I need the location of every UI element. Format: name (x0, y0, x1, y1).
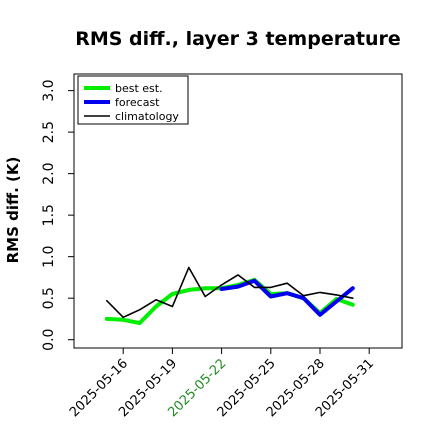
y-tick-label: 3.0 (41, 79, 57, 101)
y-tick-label: 2.0 (41, 162, 57, 184)
y-tick-label: 2.5 (41, 121, 57, 143)
legend-label: forecast (115, 96, 160, 109)
series-line-forecast (219, 278, 355, 317)
chart-title: RMS diff., layer 3 temperature (75, 28, 401, 50)
y-axis-label: RMS diff. (K) (4, 157, 22, 264)
plot-frame (73, 73, 403, 349)
series-line-climatology (106, 266, 354, 319)
y-tick-label: 0.0 (41, 329, 57, 351)
y-tick-label: 0.5 (41, 287, 57, 309)
y-tick-label: 1.5 (41, 204, 57, 226)
series-layer (104, 266, 355, 326)
legend-label: best est. (115, 82, 163, 95)
y-tick-label: 1.0 (41, 246, 57, 268)
legend-label: climatology (115, 110, 179, 123)
y-axis: 0.0 0.5 1.0 1.5 2.0 2.5 3.0 (41, 79, 74, 351)
